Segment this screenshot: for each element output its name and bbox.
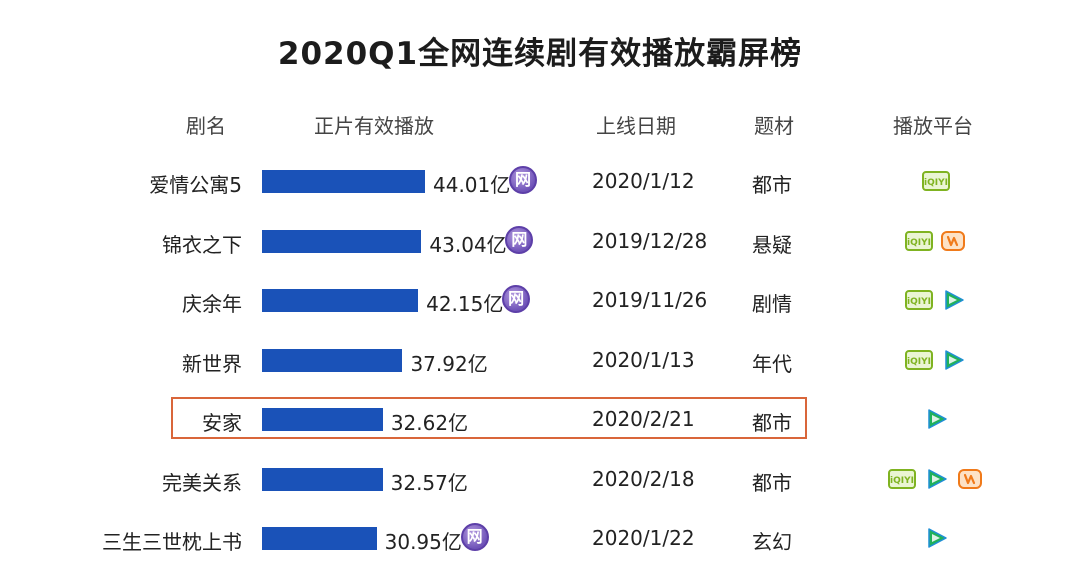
iqiyi-icon: iQIYI: [905, 290, 933, 310]
value-label: 30.95亿: [384, 530, 462, 554]
tencent-icon: [945, 290, 964, 310]
column-header-genre: 题材: [754, 114, 794, 138]
drama-name: 三生三世枕上书: [102, 530, 242, 554]
iqiyi-icon: iQIYI: [922, 171, 950, 191]
value-label: 42.15亿: [426, 292, 504, 316]
tencent-icon: [928, 409, 947, 429]
table-row: 爱情公寓5 44.01亿网 2020/1/12 都市 iQIYI: [0, 151, 1080, 211]
drama-name: 锦衣之下: [162, 232, 242, 257]
svg-text:iQIYI: iQIYI: [907, 357, 931, 367]
drama-name: 爱情公寓5: [149, 173, 242, 197]
wang-badge-icon: 网: [505, 225, 534, 254]
mango-icon: [941, 230, 965, 251]
drama-name: 新世界: [182, 351, 242, 376]
table-row: 完美关系 32.57亿 2020/2/18 都市 iQIYI: [0, 449, 1080, 509]
release-date: 2019/12/28: [592, 228, 708, 253]
table-row: 安家 32.62亿 2020/2/21 都市: [0, 389, 1080, 449]
bar: [262, 467, 383, 491]
release-date: 2019/11/26: [592, 288, 708, 312]
genre: 玄幻: [752, 530, 792, 554]
platform-icons: iQIYI: [880, 167, 992, 195]
genre: 都市: [752, 411, 792, 435]
release-date: 2020/1/12: [592, 169, 695, 193]
column-header-platform: 播放平台: [893, 114, 973, 138]
mango-icon: [958, 468, 982, 489]
release-date: 2020/2/18: [592, 466, 695, 491]
tencent-icon: [928, 468, 947, 489]
platform-icons: [880, 524, 992, 552]
tencent-icon: [945, 349, 964, 370]
drama-name: 完美关系: [162, 470, 242, 495]
chart-title: 2020Q1全网连续剧有效播放霸屏榜: [277, 36, 803, 72]
bar: [262, 170, 425, 193]
svg-text:iQIYI: iQIYI: [890, 476, 914, 486]
iqiyi-icon: iQIYI: [905, 230, 933, 251]
table-row: 三生三世枕上书 30.95亿网 2020/1/22 玄幻: [0, 508, 1080, 568]
svg-text:iQIYI: iQIYI: [907, 238, 931, 248]
platform-icons: iQIYI: [880, 346, 992, 374]
bar: [262, 229, 422, 253]
platform-icons: iQIYI: [880, 286, 992, 314]
value-label: 32.57亿: [390, 470, 468, 495]
platform-icons: iQIYI: [880, 227, 992, 255]
iqiyi-icon: iQIYI: [905, 349, 933, 370]
genre: 剧情: [752, 292, 792, 316]
wang-badge-icon: 网: [460, 523, 489, 551]
wang-badge-icon: 网: [502, 285, 531, 313]
genre: 悬疑: [752, 232, 792, 257]
value-label: 43.04亿: [429, 232, 507, 257]
bar: [262, 348, 403, 372]
column-header-name: 剧名: [186, 114, 226, 138]
value-label: 44.01亿: [433, 173, 511, 197]
value-label: 32.62亿: [390, 411, 469, 435]
column-header-date: 上线日期: [596, 114, 676, 138]
platform-icons: [880, 405, 992, 433]
table-row: 庆余年 42.15亿网 2019/11/26 剧情 iQIYI: [0, 270, 1080, 330]
drama-name: 庆余年: [182, 292, 242, 316]
svg-text:iQIYI: iQIYI: [907, 297, 931, 307]
table-row: 新世界 37.92亿 2020/1/13 年代 iQIYI: [0, 330, 1080, 390]
table-row: 锦衣之下 43.04亿网 2019/12/28 悬疑 iQIYI: [0, 211, 1080, 271]
bar: [262, 527, 377, 550]
tencent-icon: [928, 528, 947, 548]
release-date: 2020/1/13: [592, 347, 695, 372]
column-header-plays: 正片有效播放: [314, 114, 434, 138]
drama-name: 安家: [202, 411, 242, 435]
release-date: 2020/2/21: [592, 407, 695, 431]
release-date: 2020/1/22: [592, 526, 695, 550]
wang-badge-icon: 网: [509, 166, 537, 194]
platform-icons: iQIYI: [880, 465, 992, 493]
value-label: 37.92亿: [410, 351, 488, 376]
genre: 都市: [752, 470, 792, 495]
genre: 年代: [752, 351, 792, 376]
highlight-box: [171, 397, 807, 439]
svg-text:iQIYI: iQIYI: [924, 178, 948, 188]
bar: [262, 408, 383, 431]
bar: [262, 289, 419, 312]
genre: 都市: [752, 173, 792, 197]
iqiyi-icon: iQIYI: [888, 468, 916, 489]
